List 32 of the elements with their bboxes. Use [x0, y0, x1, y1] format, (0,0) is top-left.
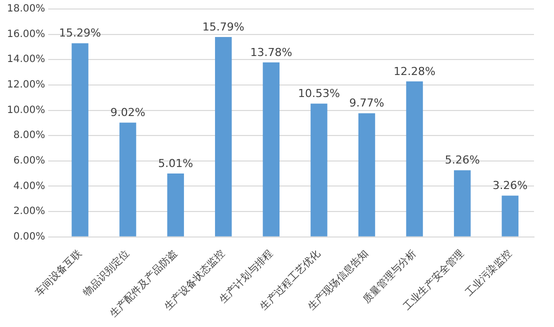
bar	[167, 173, 184, 236]
data-label: 9.77%	[349, 96, 384, 110]
y-tick-label: 16.00%	[6, 28, 46, 40]
y-tick-label: 0.00%	[13, 231, 46, 242]
data-label: 13.78%	[250, 46, 292, 59]
data-label: 10.53%	[298, 86, 340, 100]
data-label: 5.26%	[444, 154, 480, 167]
bar	[358, 113, 376, 236]
data-label: 9.02%	[110, 106, 146, 120]
bar	[262, 62, 280, 236]
bar	[454, 170, 471, 236]
bar	[119, 122, 136, 236]
data-label: 15.79%	[202, 20, 244, 34]
bar	[215, 36, 232, 236]
bar	[72, 43, 88, 236]
y-tick-label: 8.00%	[13, 130, 46, 142]
x-tick-label: 工业污染监控	[463, 248, 514, 298]
bar	[310, 104, 328, 236]
bar	[406, 81, 423, 236]
y-tick-label: 14.00%	[6, 54, 46, 66]
y-tick-label: 6.00%	[13, 156, 46, 167]
y-tick-label: 2.00%	[13, 206, 46, 218]
bar	[502, 196, 518, 236]
y-tick-label: 12.00%	[6, 80, 46, 91]
y-tick-label: 18.00%	[6, 4, 46, 15]
data-label: 12.28%	[394, 64, 436, 78]
y-tick-label: 4.00%	[13, 180, 46, 192]
data-label: 3.26%	[492, 178, 528, 192]
data-label: 5.01%	[158, 156, 194, 170]
data-label: 15.29%	[59, 26, 101, 40]
y-tick-label: 10.00%	[6, 104, 46, 116]
x-tick-label: 车间设备互联	[33, 248, 84, 298]
